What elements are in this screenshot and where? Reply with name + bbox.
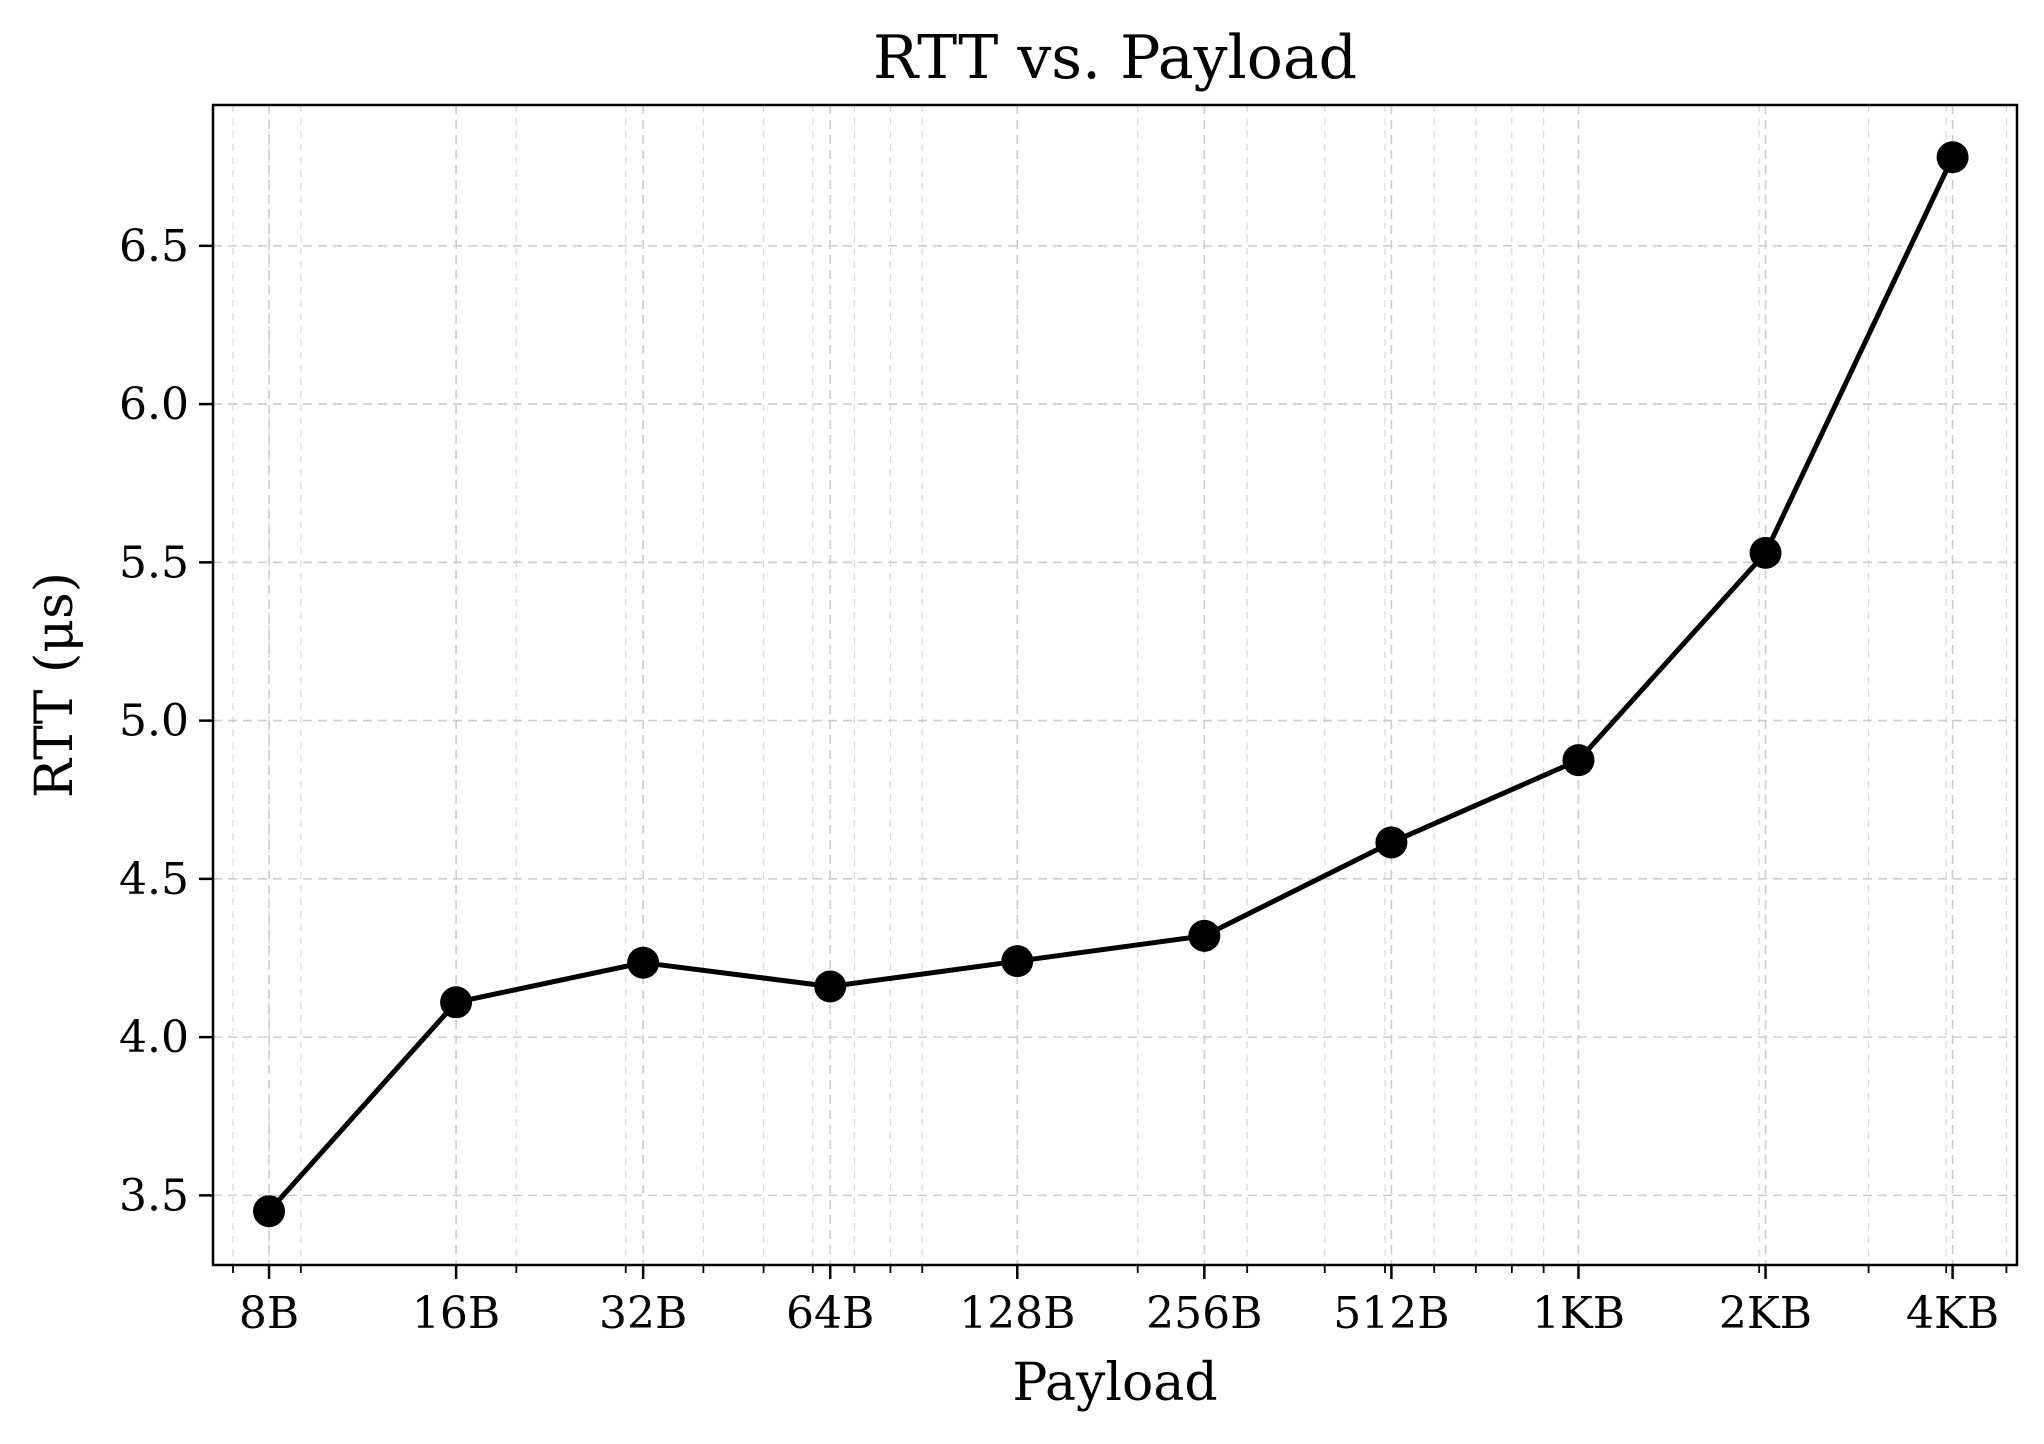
plot-frame	[211, 103, 2019, 1267]
data-point	[1936, 141, 1969, 174]
data-point	[627, 946, 660, 979]
data-point	[440, 986, 473, 1019]
x-tick-label: 256B	[1146, 1288, 1262, 1339]
y-tick-label: 4.0	[119, 1012, 189, 1063]
y-axis-label: RTT (μs)	[25, 572, 85, 798]
data-point	[1001, 945, 1034, 978]
x-tick-label: 4KB	[1906, 1288, 1999, 1339]
y-tick-label: 3.5	[119, 1170, 189, 1221]
x-tick-label: 32B	[599, 1288, 687, 1339]
x-tick-label: 64B	[786, 1288, 874, 1339]
data-point	[814, 970, 847, 1003]
x-tick-label: 8B	[239, 1288, 299, 1339]
chart-title: RTT vs. Payload	[873, 23, 1357, 93]
y-tick-label: 5.5	[119, 537, 189, 588]
data-point	[1562, 744, 1595, 777]
x-tick-label: 1KB	[1532, 1288, 1625, 1339]
grid	[213, 105, 2017, 1265]
x-tick-label: 128B	[959, 1288, 1075, 1339]
x-axis-label: Payload	[1012, 1353, 1217, 1413]
data-point	[1375, 826, 1408, 859]
axis-ticks: 8B 16B 32B 64B 128B 256B 512B 1KB 2KB 4KB 3.5 4.0 4.…	[119, 221, 2008, 1339]
y-tick-label: 5.0	[119, 696, 189, 747]
x-tick-label: 16B	[412, 1288, 500, 1339]
data-point	[253, 1195, 286, 1228]
y-tick-label: 6.0	[119, 379, 189, 430]
series-rtt	[253, 141, 1969, 1228]
data-point	[1188, 919, 1221, 952]
x-tick-label: 512B	[1333, 1288, 1449, 1339]
x-tick-label: 2KB	[1719, 1288, 1812, 1339]
y-tick-label: 6.5	[119, 221, 189, 272]
y-tick-label: 4.5	[119, 854, 189, 905]
data-point	[1749, 536, 1782, 569]
series-line	[266, 154, 1956, 1214]
